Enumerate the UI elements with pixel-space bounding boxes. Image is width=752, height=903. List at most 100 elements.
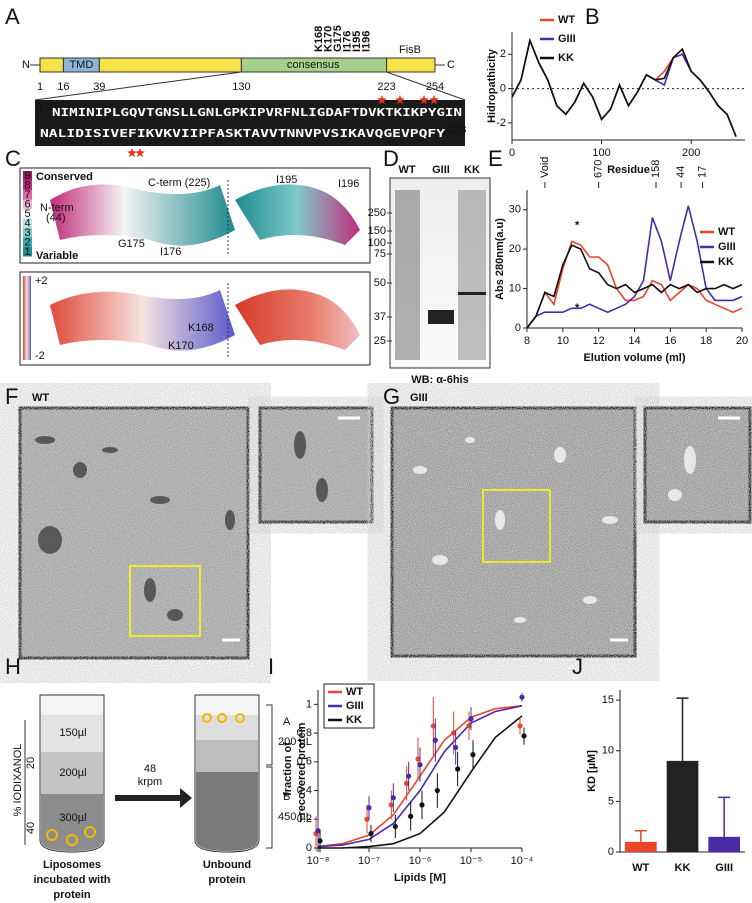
- label: -2: [35, 350, 45, 362]
- label: C-term (225): [148, 177, 210, 189]
- panel-letter: A: [5, 4, 20, 29]
- label: 150: [368, 225, 386, 237]
- label: 450 µL: [278, 811, 312, 823]
- label: 130: [38, 101, 56, 113]
- data-point: [392, 823, 398, 830]
- label: 2: [24, 236, 30, 248]
- x-tick-label: 10⁻⁴: [511, 855, 534, 867]
- y-axis-label: fraction of: [282, 742, 294, 796]
- label: 6: [24, 198, 30, 210]
- label: WT: [398, 164, 415, 176]
- y-tick-label: 10: [509, 282, 521, 294]
- data-point: [419, 802, 425, 808]
- scale-bar: [222, 416, 740, 642]
- legend-label: WT: [346, 686, 363, 698]
- label: 8: [24, 179, 30, 191]
- particles: [413, 437, 696, 623]
- x-tick-label: KK: [675, 862, 691, 874]
- data-point: [430, 723, 436, 729]
- label: KK: [464, 164, 480, 176]
- star: [429, 95, 439, 104]
- label: 9: [24, 170, 30, 182]
- western-blot: [389, 177, 491, 369]
- panel-letter: C: [5, 146, 21, 171]
- scale-swatch: [23, 228, 32, 238]
- scale-swatch: [23, 247, 32, 257]
- label: I176: [160, 246, 181, 258]
- data-point: [368, 831, 374, 837]
- domain: [386, 57, 436, 73]
- label: 250: [368, 207, 386, 219]
- panel-letter: B: [585, 4, 600, 29]
- x-tick-label: 12: [593, 335, 605, 347]
- label: B: [283, 791, 290, 803]
- y-tick-label: -2: [496, 117, 506, 129]
- x-tick-label: 14: [628, 335, 640, 347]
- data-point: [451, 730, 457, 736]
- bar: [625, 841, 657, 852]
- annotation: *: [575, 302, 580, 314]
- scale-swatch: [23, 190, 32, 200]
- label: incubated with: [34, 874, 111, 886]
- zoom-box: [482, 489, 551, 563]
- x-tick-label: 10⁻⁷: [358, 855, 380, 867]
- label: 130: [232, 81, 250, 93]
- x-axis-label: Elution volume (ml): [583, 352, 685, 364]
- label: consensus: [287, 59, 340, 71]
- label: G175: [118, 238, 145, 250]
- error-bar: [718, 796, 731, 837]
- domain: [39, 57, 64, 73]
- data-point: [366, 805, 372, 811]
- x-tick-label: 18: [700, 335, 712, 347]
- panel-letter: G: [383, 384, 400, 409]
- star: [135, 148, 145, 157]
- legend-label: GIII: [718, 241, 736, 253]
- label: (44): [46, 212, 66, 224]
- data-point: [390, 795, 396, 801]
- x-tick-label: WT: [632, 862, 649, 874]
- label: 48: [144, 763, 156, 775]
- scale-swatch: [23, 180, 32, 190]
- y-tick-label: 0.6: [297, 756, 312, 768]
- star: [377, 95, 387, 104]
- bracket: [24, 704, 273, 849]
- data-point: [455, 766, 461, 772]
- x-tick-label: 10⁻⁵: [460, 855, 483, 867]
- legend-label: WT: [718, 226, 735, 238]
- label: Liposomes: [43, 859, 101, 871]
- scale-swatch: [23, 171, 32, 181]
- panel-letter: D: [383, 146, 399, 171]
- y-tick-label: 1: [306, 698, 312, 710]
- sequence: NALIDISIVEFIKVKVIIPFASKTAVVTNNVPVSIKAVQG…: [40, 127, 445, 140]
- error-bar: [676, 697, 689, 761]
- label: % IODIXANOL: [12, 744, 24, 817]
- label: 1: [24, 246, 30, 258]
- label: protein: [53, 889, 91, 901]
- data-point: [404, 780, 410, 786]
- scale-swatch: [23, 237, 32, 247]
- label: N-term: [40, 202, 74, 214]
- label: 7: [24, 189, 30, 201]
- data-point: [415, 756, 421, 762]
- label: 150µl: [59, 727, 86, 739]
- micrograph-noise: [392, 408, 635, 656]
- charge-scale: [23, 276, 31, 360]
- label: krpm: [138, 776, 162, 788]
- x-axis-label: Residue: [607, 164, 650, 176]
- legend-label: WT: [558, 14, 575, 26]
- label: 223: [377, 81, 395, 93]
- label: I176: [341, 31, 353, 52]
- size-marker-label: 17: [696, 166, 708, 178]
- blot-band: [428, 310, 454, 324]
- data-point: [517, 723, 523, 729]
- error-bar: [634, 829, 647, 842]
- x-tick-label: 10⁻⁸: [307, 855, 330, 867]
- label: 5: [24, 208, 30, 220]
- data-point: [466, 723, 472, 729]
- legend-label: KK: [558, 52, 574, 64]
- x-tick-label: GIII: [715, 862, 733, 874]
- blot-lane: [395, 190, 420, 360]
- label: K168: [188, 322, 214, 334]
- size-marker-label: 670: [593, 160, 605, 178]
